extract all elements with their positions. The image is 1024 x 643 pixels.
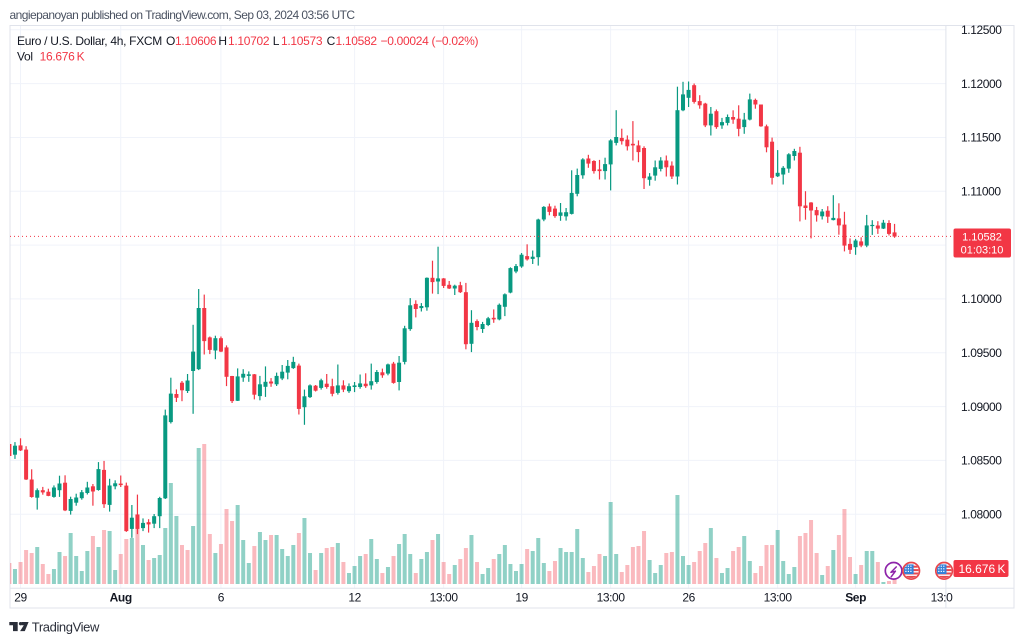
svg-text:29: 29 — [14, 591, 27, 605]
svg-text:12: 12 — [348, 591, 361, 605]
svg-text:6: 6 — [218, 591, 225, 605]
svg-text:13:00: 13:00 — [764, 591, 793, 605]
svg-text:1.08500: 1.08500 — [961, 454, 1002, 468]
svg-text:1.08000: 1.08000 — [961, 508, 1002, 522]
svg-text:1.10582: 1.10582 — [962, 232, 1002, 244]
svg-text:1.09500: 1.09500 — [961, 346, 1002, 360]
svg-text:Aug: Aug — [110, 591, 132, 605]
svg-text:16.676 K: 16.676 K — [958, 562, 1005, 576]
svg-text:13:00: 13:00 — [430, 591, 459, 605]
svg-text:Sep: Sep — [845, 591, 866, 605]
svg-text:1.12000: 1.12000 — [961, 77, 1002, 91]
svg-text:13:0: 13:0 — [931, 591, 953, 605]
svg-text:1.09000: 1.09000 — [961, 400, 1002, 414]
svg-text:26: 26 — [682, 591, 695, 605]
svg-text:1.11000: 1.11000 — [961, 185, 1001, 199]
svg-text:1.11500: 1.11500 — [961, 131, 1001, 145]
svg-text:angiepanoyan published on Trad: angiepanoyan published on TradingView.co… — [10, 8, 356, 22]
svg-text:13:00: 13:00 — [597, 591, 626, 605]
svg-text:01:03:10: 01:03:10 — [961, 245, 1004, 257]
svg-text:19: 19 — [515, 591, 528, 605]
svg-text:1.12500: 1.12500 — [961, 23, 1002, 37]
svg-text:TradingView: TradingView — [32, 620, 100, 635]
svg-text:1.10000: 1.10000 — [961, 292, 1002, 306]
